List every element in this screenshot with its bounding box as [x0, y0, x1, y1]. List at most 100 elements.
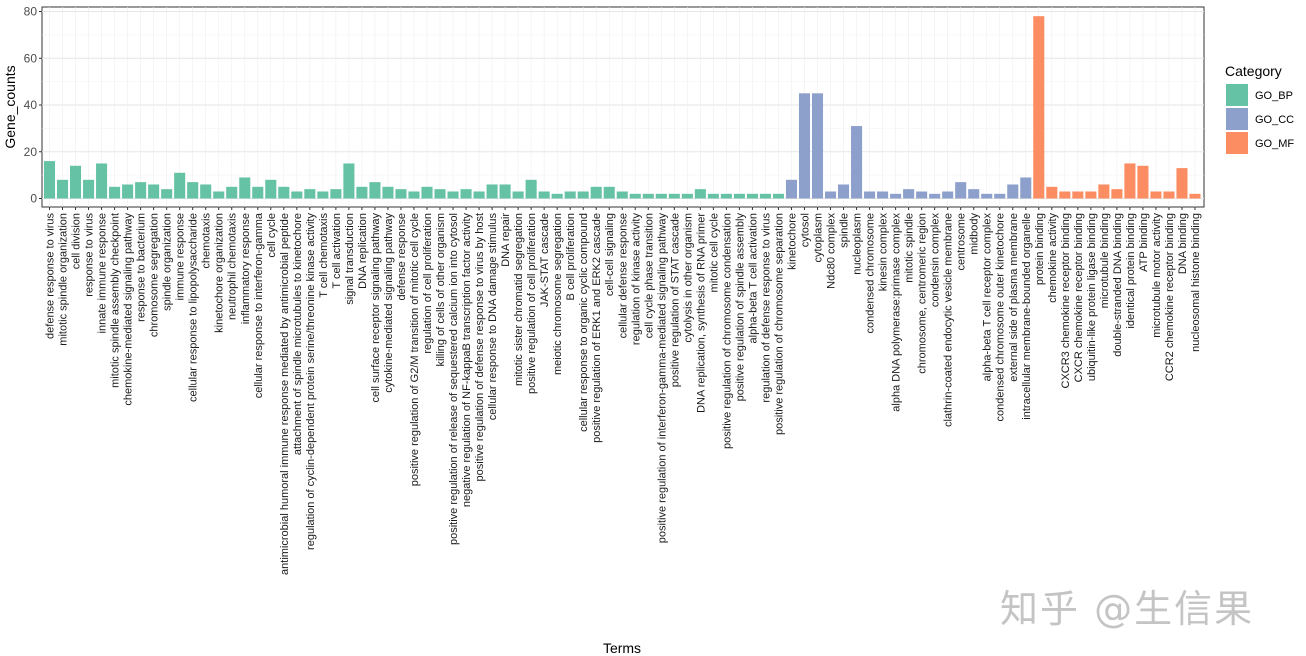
- bar: [278, 186, 290, 199]
- x-tick-label: innate immune response: [97, 213, 109, 333]
- x-tick-label: condensin complex: [930, 213, 942, 308]
- x-tick-label: chromosome segregation: [149, 213, 161, 337]
- x-tick-label: cytosol: [799, 213, 811, 247]
- x-tick-label: condensed chromosome outer kinetochore: [995, 213, 1007, 422]
- y-tick-label: 40: [24, 98, 38, 112]
- bar: [1007, 184, 1019, 199]
- legend-label: GO_BP: [1255, 90, 1293, 102]
- x-axis-title: Terms: [603, 640, 641, 656]
- x-tick-label: CCR2 chemokine receptor binding: [1164, 213, 1176, 381]
- bar: [616, 191, 628, 199]
- bar: [239, 177, 251, 199]
- bar: [356, 186, 368, 199]
- x-tick-label: mitotic spindle assembly checkpoint: [110, 213, 122, 388]
- bar: [564, 191, 576, 199]
- bar: [720, 193, 732, 199]
- x-tick-label: intracellular membrane-bounded organelle: [1021, 213, 1033, 420]
- bar: [681, 193, 693, 199]
- legend-label: GO_CC: [1255, 114, 1294, 126]
- bar: [187, 182, 199, 199]
- bar: [942, 191, 954, 199]
- bar: [499, 184, 511, 199]
- x-tick-label: JAK-STAT cascade: [539, 213, 551, 307]
- bar: [759, 193, 771, 199]
- x-tick-label: mitotic cell cycle: [708, 213, 720, 292]
- x-tick-label: chemokine-mediated signaling pathway: [123, 213, 135, 406]
- x-tick-label: response to virus: [84, 213, 96, 297]
- x-tick-label: positive regulation of ERK1 and ERK2 cas…: [591, 213, 603, 443]
- bar: [1072, 191, 1084, 199]
- bar: [1124, 163, 1136, 199]
- x-tick-label: negative regulation of NF-kappaB transcr…: [461, 213, 473, 508]
- bar: [304, 189, 316, 199]
- plot-panel: [41, 6, 1205, 208]
- x-tick-label: chromosome, centromeric region: [917, 213, 929, 374]
- x-tick-label: external side of plasma membrane: [1008, 213, 1020, 382]
- bar: [83, 179, 95, 199]
- x-tick-label: meiotic chromosome segregation: [552, 213, 564, 375]
- legend-swatch: [1226, 132, 1248, 154]
- bar: [473, 191, 485, 199]
- bar: [981, 193, 993, 199]
- bar: [434, 189, 446, 199]
- x-tick-label: chemokine activity: [1047, 213, 1059, 303]
- bar: [1059, 191, 1071, 199]
- x-tick-label: double-stranded DNA binding: [1112, 213, 1124, 357]
- bar: [994, 193, 1006, 199]
- bar: [824, 191, 837, 199]
- bar: [447, 191, 459, 199]
- bar: [330, 189, 342, 199]
- x-tick-label: DNA replication: [357, 213, 369, 289]
- x-tick-label: cellular response to interferon-gamma: [253, 212, 265, 398]
- x-tick-label: CXCR3 chemokine receptor binding: [1060, 213, 1072, 388]
- bar: [226, 186, 238, 199]
- bar: [135, 182, 147, 199]
- bar: [1033, 16, 1045, 199]
- bar: [903, 189, 915, 199]
- bar: [161, 189, 173, 199]
- bar: [369, 182, 381, 199]
- x-tick-label: cell cycle phase transition: [643, 213, 655, 338]
- x-tick-label: B cell proliferation: [565, 213, 577, 300]
- x-tick-label: mitotic spindle: [904, 213, 916, 283]
- bar: [538, 191, 550, 199]
- x-tick-label: neutrophil chemotaxis: [227, 213, 239, 321]
- x-tick-label: inflammatory response: [240, 213, 252, 324]
- bar: [200, 184, 212, 199]
- bar: [590, 186, 602, 199]
- bar: [629, 193, 641, 199]
- bar: [382, 186, 394, 199]
- x-tick-label: microtubule binding: [1099, 213, 1111, 308]
- bar: [122, 184, 134, 199]
- legend: Category GO_BP GO_CC GO_MF: [1225, 63, 1294, 154]
- x-tick-label: DNA replication, synthesis of RNA primer: [695, 213, 707, 413]
- x-tick-label: Ndc80 complex: [826, 213, 838, 289]
- bar: [851, 126, 863, 199]
- x-tick-label: alpha-beta T cell activation: [747, 213, 759, 343]
- x-tick-label: positive regulation of cell proliferatio…: [526, 213, 538, 394]
- x-tick-label: positive regulation of chromosome conden…: [721, 213, 733, 449]
- bar: [877, 191, 889, 199]
- x-tick-label: positive regulation of interferon-gamma-…: [656, 213, 668, 544]
- x-tick-label: kinesin complex: [878, 213, 890, 292]
- x-tick-label: chemotaxis: [201, 213, 213, 269]
- x-tick-label: kinetochore: [786, 213, 798, 270]
- x-tick-label: condensed chromosome: [865, 213, 877, 333]
- bar: [551, 193, 563, 199]
- bar: [460, 189, 472, 199]
- bar: [1137, 165, 1149, 199]
- bar: [890, 193, 902, 199]
- bar: [785, 179, 798, 199]
- x-tick-label: microtubule motor activity: [1151, 213, 1163, 338]
- x-tick-label: attachment of spindle microtubules to ki…: [292, 213, 304, 455]
- x-tick-label: signal transduction: [344, 213, 356, 305]
- y-axis-title: Gene_counts: [2, 65, 18, 148]
- x-tick-label: defense response to virus: [45, 213, 57, 339]
- bar: [56, 179, 69, 199]
- x-tick-label: cell-cell signaling: [604, 213, 616, 296]
- x-tick-label: response to bacterium: [136, 213, 148, 322]
- x-tick-label: regulation of kinase activity: [630, 213, 642, 346]
- bar: [525, 179, 537, 199]
- bar: [746, 193, 758, 199]
